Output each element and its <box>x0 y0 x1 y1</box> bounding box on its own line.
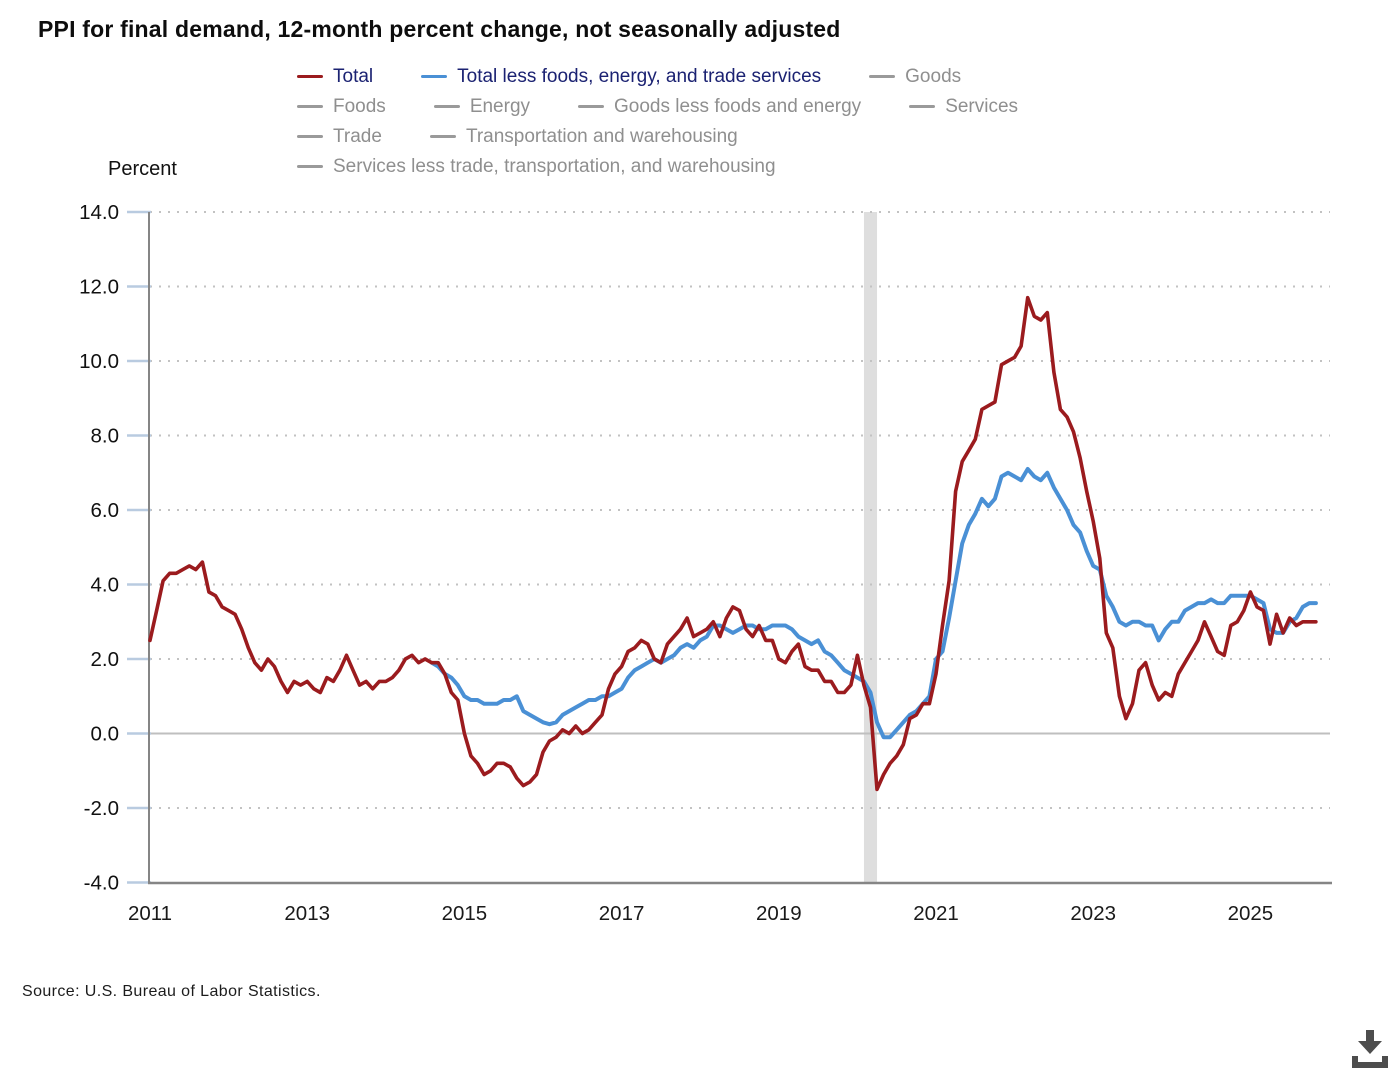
legend-dash-icon <box>429 135 456 138</box>
legend-item-goods[interactable]: Goods <box>869 66 961 87</box>
legend-dash-icon <box>869 75 896 78</box>
legend-item-label: Services less trade, transportation, and… <box>333 156 776 177</box>
legend-dash-icon <box>297 135 323 138</box>
y-axis-unit-label: Percent <box>108 158 177 180</box>
legend-item-label: Services <box>945 96 1019 117</box>
legend-item-label: Goods <box>905 66 962 87</box>
page-title: PPI for final demand, 12-month percent c… <box>38 16 841 42</box>
legend-row-3: Trade Transportation and warehousing <box>297 126 1018 147</box>
legend-item-trade[interactable]: Trade <box>297 126 382 147</box>
x-axis-tick-label: 2023 <box>1070 902 1116 925</box>
legend-dash-icon <box>297 165 323 168</box>
x-axis-tick-label: 2017 <box>599 902 645 925</box>
y-axis-tick-label: 4.0 <box>91 574 120 597</box>
x-axis-tick-label: 2011 <box>128 902 172 925</box>
legend-item-total[interactable]: Total <box>297 66 373 87</box>
x-axis-tick-label: 2015 <box>442 902 488 925</box>
legend-row-1: Total Total less foods, energy, and trade… <box>297 66 1018 87</box>
x-axis-tick-label: 2013 <box>284 902 330 925</box>
legend-item-goods-less-foods-and-energy[interactable]: Goods less foods and energy <box>578 96 861 117</box>
series-line-total <box>148 295 1318 792</box>
y-axis-tick-label: 8.0 <box>91 425 120 448</box>
legend-row-4: Services less trade, transportation, and… <box>297 156 1018 177</box>
legend-item-label: Trade <box>333 126 382 147</box>
legend-item-energy[interactable]: Energy <box>433 96 531 117</box>
source-note: Source: U.S. Bureau of Labor Statistics. <box>22 983 321 1000</box>
legend-dash-icon <box>297 105 323 108</box>
legend-item-label: Transportation and warehousing <box>465 126 738 147</box>
legend-dash-icon <box>297 75 323 78</box>
legend-item-services[interactable]: Services <box>909 96 1018 117</box>
x-axis-tick-label: 2021 <box>913 902 959 925</box>
legend-item-label: Total <box>333 66 374 87</box>
y-axis-tick-label: 12.0 <box>79 276 119 299</box>
legend-item-label: Energy <box>469 96 531 117</box>
legend-item-label: Total less foods, energy, and trade serv… <box>457 66 822 87</box>
x-axis-tick-label: 2025 <box>1228 902 1274 925</box>
x-axis-tick-label: 2019 <box>756 902 802 925</box>
legend-dash-icon <box>909 105 936 108</box>
y-axis-tick-label: 14.0 <box>79 201 119 224</box>
legend-item-foods[interactable]: Foods <box>297 96 386 117</box>
legend-item-total-less-foods-energy-and-trade-services[interactable]: Total less foods, energy, and trade serv… <box>421 66 821 87</box>
y-axis-tick-label: -4.0 <box>84 872 119 895</box>
download-button[interactable] <box>1346 1024 1394 1072</box>
download-icon <box>1352 1030 1388 1068</box>
y-axis-tick-label: 2.0 <box>91 648 120 671</box>
legend-dash-icon <box>578 105 605 108</box>
y-axis-tick-label: 0.0 <box>91 723 120 746</box>
y-axis-tick-label: 10.0 <box>79 350 119 373</box>
legend-dash-icon <box>433 105 460 108</box>
legend-item-label: Foods <box>333 96 386 117</box>
legend-item-transportation-and-warehousing[interactable]: Transportation and warehousing <box>429 126 738 147</box>
legend-item-services-less-trade-transportation-and-warehousing[interactable]: Services less trade, transportation, and… <box>297 156 776 177</box>
y-axis-tick-label: -2.0 <box>84 797 119 820</box>
y-axis-tick-label: 6.0 <box>91 499 120 522</box>
series-line-total-less-foods-energy-and-trade-services <box>429 467 1318 740</box>
legend: Total Total less foods, energy, and trade… <box>297 66 1018 177</box>
legend-item-label: Goods less foods and energy <box>614 96 862 117</box>
legend-row-2: Foods Energy Goods less foods and energy Se… <box>297 96 1018 117</box>
legend-dash-icon <box>421 75 448 78</box>
